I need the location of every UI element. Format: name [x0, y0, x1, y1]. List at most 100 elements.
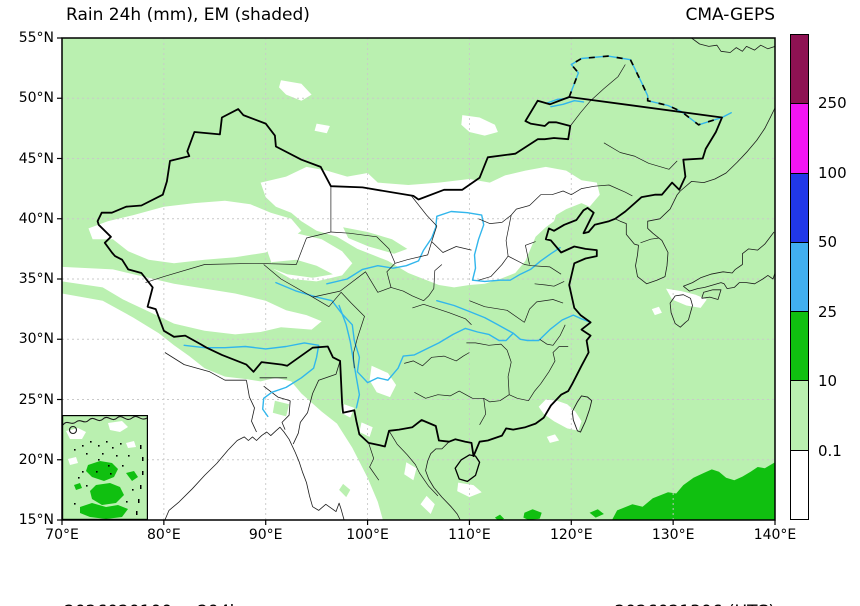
inset-island-speck [116, 455, 118, 457]
lon-tick-label: 70°E [45, 527, 79, 543]
province-border [478, 215, 512, 281]
inset-no-rain [126, 441, 136, 448]
inset-rain-moderate [90, 483, 124, 505]
province-border [640, 237, 659, 244]
lon-tick-label: 90°E [248, 527, 283, 543]
inset-island-speck [110, 473, 112, 475]
no-rain-region [369, 365, 397, 398]
rain-light-patch [343, 227, 408, 254]
rain-moderate-region [612, 462, 775, 520]
no-rain-region [314, 123, 330, 134]
no-rain-region [420, 495, 435, 514]
tick-marks [57, 37, 776, 525]
no-rain-region [260, 166, 600, 288]
province-border [388, 430, 439, 497]
coastlines [164, 38, 775, 520]
province-border [145, 186, 332, 283]
inset-no-rain [66, 428, 86, 439]
coastline [246, 380, 257, 433]
south-china-sea-inset [62, 415, 149, 520]
coastline [263, 385, 291, 402]
province-border [539, 324, 566, 346]
inset-island-speck [74, 449, 76, 451]
province-border [479, 398, 487, 425]
province-border [368, 442, 380, 481]
province-border [570, 64, 626, 127]
river [326, 210, 561, 285]
inset-island-speck [120, 443, 122, 445]
inset-no-rain [68, 457, 78, 465]
coastline [683, 272, 775, 292]
province-border [478, 184, 633, 224]
colorbar-label: 50 [818, 233, 838, 252]
inset-island-speck [86, 485, 88, 487]
province-border [404, 352, 470, 367]
lat-tick-label: 50°N [18, 90, 54, 107]
inset-island-speck [112, 447, 114, 449]
river [275, 281, 592, 384]
province-border [472, 346, 569, 403]
river [436, 300, 514, 334]
inset-rain-moderate [86, 461, 118, 481]
coastline [680, 107, 775, 192]
footer-valid-utc: 2026021306 (UTC) [440, 599, 775, 606]
coastline [425, 441, 461, 520]
inset-island-speck [106, 441, 108, 443]
inset-island-speck [126, 501, 128, 503]
colorbar-segment-above-250 [791, 35, 808, 104]
province-border [312, 231, 396, 298]
lat-tick-label: 55°N [18, 30, 54, 46]
no-rain-region [359, 422, 373, 437]
no-rain-region [404, 462, 417, 481]
lat-tick-label: 20°N [18, 451, 54, 468]
rain-light-patch [339, 483, 351, 498]
inset-dash-line-mark [138, 499, 140, 503]
china-border [96, 96, 723, 457]
no-rain-region [546, 434, 560, 443]
inset-island-speck [96, 471, 98, 473]
inset-rain-moderate [126, 471, 138, 481]
no-rain-region [88, 200, 302, 264]
colorbar-label: 0.1 [818, 441, 842, 460]
inset-island-speck [108, 465, 110, 467]
province-border [414, 390, 473, 399]
coastline [281, 400, 291, 430]
rain-light-patch [272, 400, 290, 417]
lat-tick-label: 30°N [18, 331, 54, 348]
river [183, 342, 320, 418]
inset-island-speck [90, 441, 92, 443]
rain-moderate-region [589, 509, 604, 518]
inset-island-speck [132, 489, 134, 491]
inset-island-speck [82, 471, 84, 473]
lat-tick-label: 15°N [18, 512, 54, 528]
province-border [507, 255, 562, 275]
colorbar-segment-10-25 [791, 311, 808, 381]
province-border [603, 142, 678, 170]
province-border [431, 241, 472, 253]
inset-island-speck [98, 459, 100, 461]
lon-tick-label: 100°E [346, 527, 389, 543]
coastline [292, 360, 341, 445]
coastline [614, 190, 681, 285]
inset-dash-line-mark [142, 457, 144, 461]
inset-island-speck [78, 477, 80, 479]
colorbar-label: 25 [818, 302, 838, 321]
colorbar [790, 34, 809, 520]
rain-moderate-region [494, 514, 505, 520]
coastline [227, 426, 345, 520]
province-border [469, 300, 525, 323]
lon-tick-label: 110°E [448, 527, 491, 543]
coastline [164, 352, 247, 381]
rain-moderate-region [523, 509, 542, 520]
colorbar-segment-below-0.1 [791, 449, 808, 519]
inset-no-rain [108, 421, 128, 432]
inset-island-speck [82, 445, 84, 447]
lat-tick-label: 35°N [18, 271, 54, 287]
lon-tick-label: 140°E [753, 527, 797, 543]
inset-island-speck [98, 445, 100, 447]
no-rain-region [279, 80, 312, 101]
lon-tick-label: 120°E [549, 527, 593, 543]
inset-dash-line-mark [140, 445, 142, 449]
